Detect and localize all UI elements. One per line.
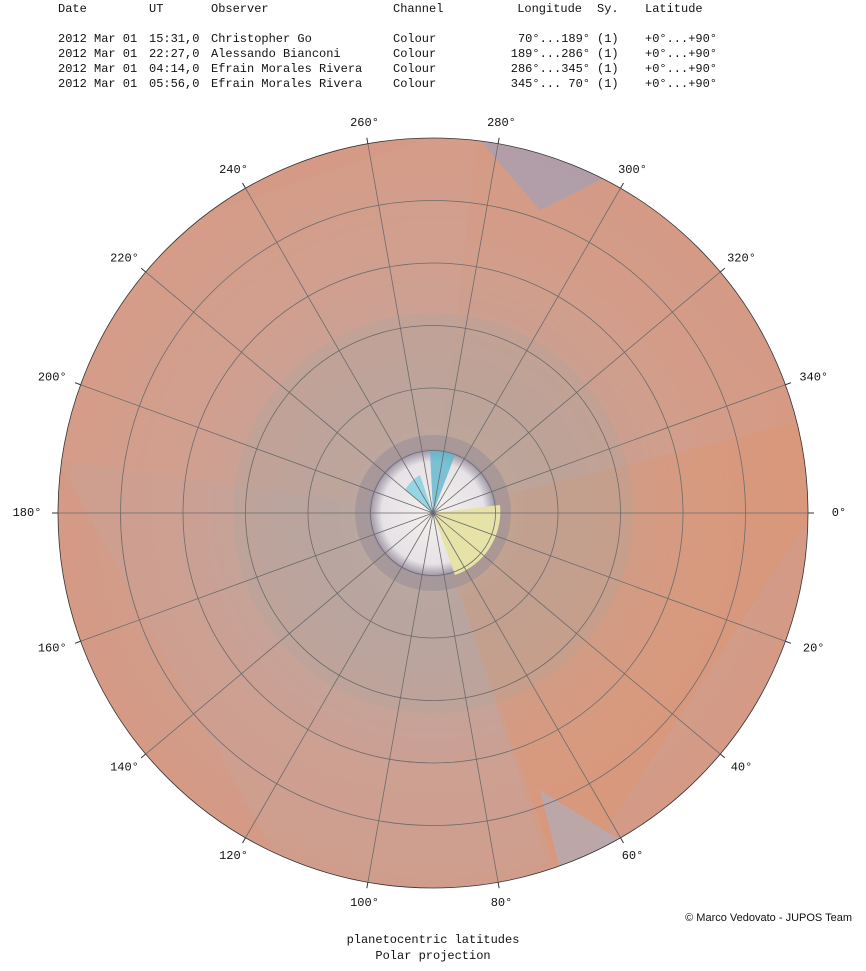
longitude-labels: 0° 20° 40° 60° 80° 100° 120° 140° 160° 180° 200° 22… <box>13 116 847 910</box>
table-cell: (1) <box>597 77 619 91</box>
table-cell: (1) <box>597 32 619 46</box>
meridian <box>432 512 621 838</box>
tick <box>242 182 246 189</box>
table-cell: Efrain Morales Rivera <box>211 62 362 76</box>
longitude-label: 60° <box>622 849 644 863</box>
meridian <box>80 384 434 514</box>
table-cell: 189°...286° <box>511 47 590 61</box>
column-header: Channel <box>393 2 443 16</box>
table-cell: (1) <box>597 62 619 76</box>
tick <box>620 182 624 189</box>
tick <box>366 137 369 144</box>
column-header: UT <box>149 2 163 16</box>
tick <box>719 267 726 273</box>
table-cell: +0°...+90° <box>645 77 717 91</box>
longitude-label: 180° <box>13 506 42 520</box>
table-cell: 2012 Mar 01 <box>58 32 137 46</box>
longitude-label: 300° <box>618 163 647 177</box>
longitude-label: 140° <box>110 761 139 775</box>
table-cell: +0°...+90° <box>645 47 717 61</box>
longitude-label: 0° <box>832 506 846 520</box>
table-cell: Alessando Bianconi <box>211 47 341 61</box>
table-cell: 286°...345° <box>511 62 590 76</box>
footer-line: planetocentric latitudes <box>347 933 520 947</box>
tick <box>620 837 624 844</box>
table-cell: 04:14,0 <box>149 62 199 76</box>
meridian <box>245 188 434 514</box>
column-header: Observer <box>211 2 269 16</box>
meridian <box>367 143 434 514</box>
planet-imagery <box>58 138 808 888</box>
longitude-label: 120° <box>219 849 248 863</box>
tick <box>719 753 726 759</box>
table-cell: +0°...+90° <box>645 32 717 46</box>
tick <box>785 640 792 644</box>
table-cell: 05:56,0 <box>149 77 199 91</box>
meridian <box>432 512 786 642</box>
meridian <box>432 512 721 755</box>
longitude-label: 260° <box>350 116 379 130</box>
longitude-label: 200° <box>38 371 67 385</box>
column-header: Sy. <box>597 2 619 16</box>
meridian <box>432 271 721 514</box>
longitude-label: 220° <box>110 252 139 266</box>
observation-table: Date UT Observer Channel Longitude Sy. Latitud… <box>58 2 717 91</box>
longitude-label: 40° <box>731 761 753 775</box>
longitude-label: 100° <box>350 896 379 910</box>
meridian <box>367 512 434 883</box>
table-cell: 345°... 70° <box>511 77 590 91</box>
table-cell: Efrain Morales Rivera <box>211 77 362 91</box>
table-cell: 2012 Mar 01 <box>58 77 137 91</box>
table-cell: (1) <box>597 47 619 61</box>
meridian <box>432 512 499 883</box>
table-cell: 2012 Mar 01 <box>58 47 137 61</box>
meridian <box>432 188 621 514</box>
column-header: Latitude <box>645 2 703 16</box>
longitude-label: 340° <box>799 371 828 385</box>
footer-line: Polar projection <box>375 949 490 963</box>
tick <box>140 753 147 759</box>
credit: © Marco Vedovato - JUPOS Team <box>685 912 852 924</box>
longitude-label: 240° <box>219 163 248 177</box>
tick <box>140 267 147 273</box>
table-cell: 70°...189° <box>518 32 590 46</box>
longitude-label: 20° <box>803 642 825 656</box>
tick <box>74 382 81 386</box>
tick <box>497 882 500 889</box>
table-cell: 22:27,0 <box>149 47 199 61</box>
meridian <box>245 512 434 838</box>
table-cell: Colour <box>393 77 436 91</box>
longitude-label: 320° <box>727 252 756 266</box>
meridian <box>432 143 499 514</box>
meridian <box>80 512 434 642</box>
table-cell: Colour <box>393 47 436 61</box>
tick <box>366 882 369 889</box>
longitude-grid <box>52 137 814 889</box>
longitude-label: 160° <box>38 642 67 656</box>
tick <box>74 640 81 644</box>
tick <box>785 382 792 386</box>
table-cell: Colour <box>393 62 436 76</box>
meridian <box>145 271 434 514</box>
tick <box>497 137 500 144</box>
meridian <box>432 384 786 514</box>
column-header: Date <box>58 2 87 16</box>
tick <box>242 837 246 844</box>
table-cell: 15:31,0 <box>149 32 199 46</box>
table-cell: Christopher Go <box>211 32 312 46</box>
column-header: Longitude <box>517 2 582 16</box>
longitude-label: 280° <box>487 116 516 130</box>
table-cell: 2012 Mar 01 <box>58 62 137 76</box>
longitude-label: 80° <box>491 896 513 910</box>
table-cell: +0°...+90° <box>645 62 717 76</box>
meridian <box>145 512 434 755</box>
table-cell: Colour <box>393 32 436 46</box>
